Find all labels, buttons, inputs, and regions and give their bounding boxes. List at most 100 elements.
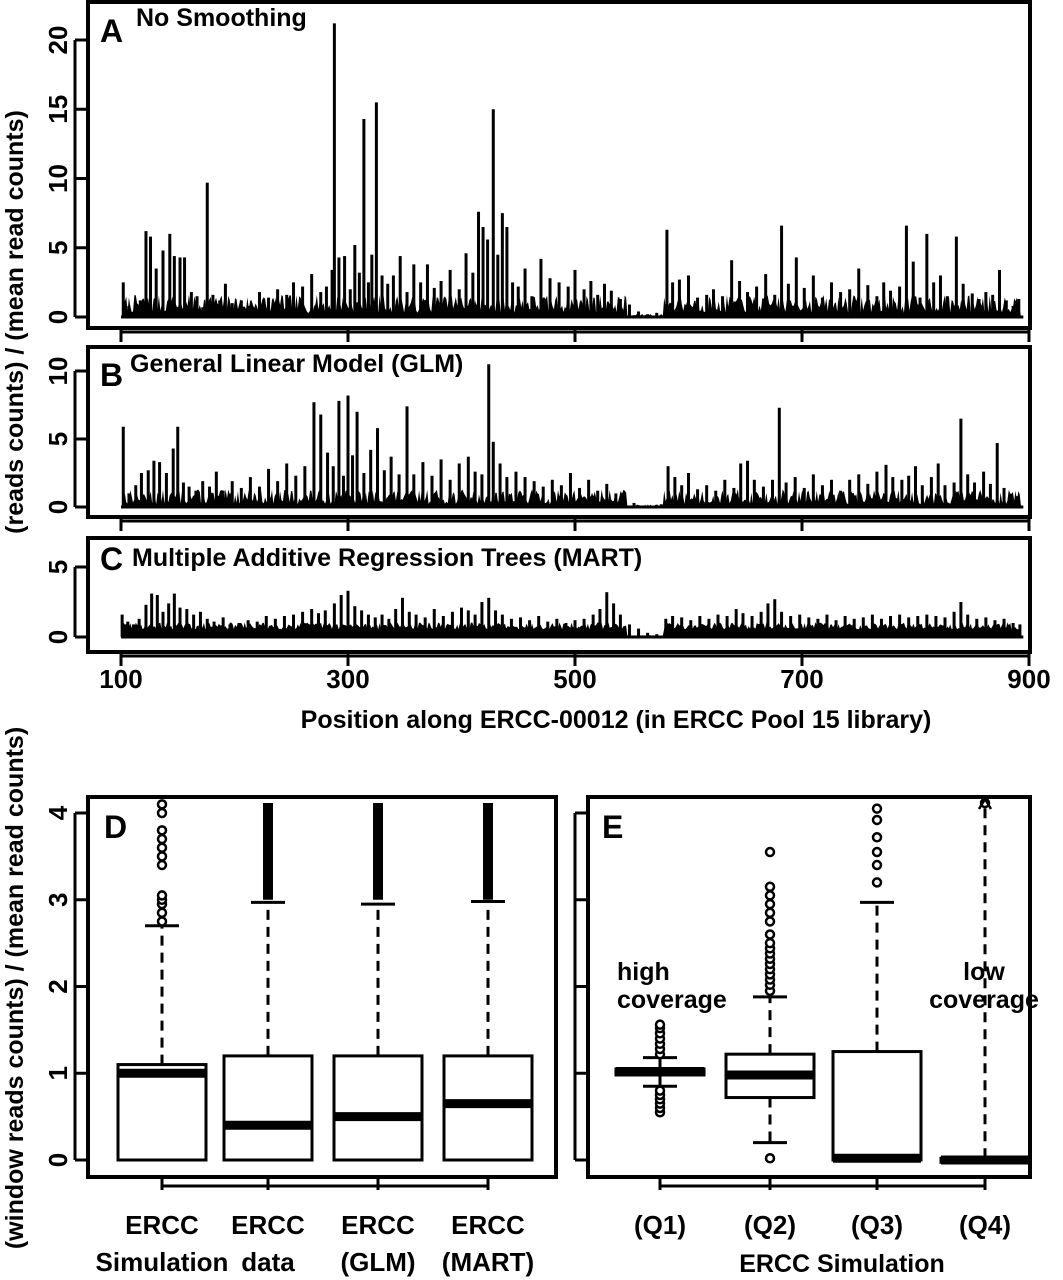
outlier-point (871, 803, 883, 814)
panel-e-box-2: (Q2) (724, 846, 816, 1240)
outlier-point (156, 833, 168, 845)
box-body (831, 1050, 923, 1162)
outlier-point (654, 1085, 666, 1096)
category-label-line2: data (241, 1247, 295, 1277)
outlier-point (871, 832, 883, 843)
panel-a-coverage-base (122, 294, 1022, 317)
category-label-line1: ERCC (341, 1210, 415, 1240)
box-body (116, 1063, 208, 1162)
panel-c-y-tick-label: 0 (43, 630, 73, 644)
panel-e-x-axis-label: ERCC Simulation (739, 1250, 945, 1278)
outlier-point (764, 929, 776, 940)
x-tick-label: 900 (1007, 664, 1050, 694)
category-label: (Q3) (851, 1210, 903, 1240)
outlier-point (156, 825, 168, 836)
y-axis-label-top: (reads counts) / (mean read counts) (1, 110, 29, 534)
panel-a-y-tick-label: 15 (43, 95, 73, 124)
panel-c-y-tick-label: 5 (43, 560, 73, 574)
panel-e-box-3: (Q3) (831, 803, 923, 1240)
outlier-point (764, 916, 776, 927)
outlier-band (263, 803, 273, 900)
panel-d-letter: D (104, 809, 127, 845)
outlier-point (871, 814, 883, 826)
panel-e-box-1: (Q1) (614, 1019, 706, 1240)
outlier-point (156, 807, 168, 819)
outlier-point (156, 907, 168, 919)
panel-d-box-3: ERCC (GLM) (332, 803, 424, 1277)
outlier-point (764, 881, 776, 892)
panel-c-title: Multiple Additive Regression Trees (MART… (132, 544, 642, 572)
panel-d-y-tick-label: 2 (43, 979, 73, 993)
panel-b-plot: 0 5 10 (43, 357, 1031, 531)
category-label-line1: ERCC (451, 1210, 525, 1240)
category-label-line2: Simulation (96, 1247, 229, 1277)
outlier-point (871, 846, 883, 858)
panel-b-y-tick-label: 5 (43, 432, 73, 446)
panel-e-box-4: (Q4) (939, 797, 1031, 1240)
panel-b-title: General Linear Model (GLM) (130, 350, 463, 378)
x-axis-label-position: Position along ERCC-00012 (in ERCC Pool … (301, 706, 932, 734)
category-label-line1: ERCC (231, 1210, 305, 1240)
panel-c-plot: 05 (43, 560, 1031, 666)
outlier-point (156, 890, 168, 901)
outlier-point (764, 898, 776, 910)
outlier-point (764, 937, 776, 949)
panel-b-frame (86, 345, 1032, 519)
panel-d-box-4: ERCC (MART) (442, 803, 534, 1277)
outlier-point (654, 1019, 666, 1030)
x-tick-label: 100 (99, 664, 142, 694)
outlier-point (764, 907, 776, 919)
panel-d-y-tick-label: 4 (43, 805, 73, 820)
category-label-line1: ERCC (125, 1210, 199, 1240)
panel-a-y-tick-label: 10 (43, 164, 73, 193)
outlier-point (156, 859, 168, 871)
panel-a-plot: 0 5 10 15 20 (43, 23, 1031, 342)
category-label-line2: (GLM) (340, 1247, 415, 1277)
x-tick-label: 500 (553, 664, 596, 694)
outlier-point (156, 842, 168, 853)
box-body (332, 1054, 424, 1162)
panel-a-y-tick-label: 20 (43, 26, 73, 55)
x-tick-label: 700 (780, 664, 823, 694)
x-tick-label: 300 (326, 664, 369, 694)
outlier-band (483, 803, 493, 900)
panel-e-letter: E (602, 809, 623, 845)
outlier-band (373, 803, 383, 900)
outlier-point (156, 851, 168, 862)
panel-d-box-2: ERCC data (222, 803, 314, 1277)
category-label: (Q1) (634, 1210, 686, 1240)
box-body (222, 1054, 314, 1162)
panel-d-y-tick-label: 3 (43, 893, 73, 907)
annotation-high-line1: high (617, 958, 670, 986)
category-label-line2: (MART) (442, 1247, 534, 1277)
outlier-point (156, 916, 168, 927)
panel-a-letter: A (100, 13, 123, 49)
panel-c-frame (86, 536, 1032, 654)
y-axis-label-bottom: (window reads counts) / (mean read count… (1, 727, 29, 1249)
panel-d-plot: 01234ERCCSimulationERCCdataERCC(GLM)ERCC… (43, 799, 534, 1277)
outlier-point (764, 890, 776, 901)
category-label: (Q2) (744, 1210, 796, 1240)
category-label: (Q4) (959, 1210, 1011, 1240)
outlier-point (764, 1153, 776, 1164)
outlier-point (156, 799, 168, 810)
panel-a-title: No Smoothing (136, 4, 307, 32)
panel-a-y-tick-label: 5 (43, 241, 73, 255)
panel-d-y-tick-label: 1 (43, 1066, 73, 1080)
annotation-high-line2: coverage (617, 986, 727, 1014)
panel-b-y-tick-label: 0 (43, 500, 73, 514)
panel-b-y-tick-label: 10 (43, 357, 73, 386)
panel-d-y-tick-label: 0 (43, 1153, 73, 1167)
panel-b-letter: B (100, 357, 123, 393)
outlier-point (871, 859, 883, 871)
panel-d-box-1: ERCC Simulation (96, 799, 229, 1277)
outlier-point (871, 877, 883, 888)
outlier-point (764, 846, 776, 858)
panel-e-plot: (Q1) (Q2) (Q3) (Q4) (573, 797, 1031, 1240)
panel-c-letter: C (100, 541, 123, 577)
panel-a-frame (86, 0, 1032, 330)
panel-a-y-tick-label: 0 (43, 310, 73, 324)
q4-arrow-head (977, 796, 993, 810)
